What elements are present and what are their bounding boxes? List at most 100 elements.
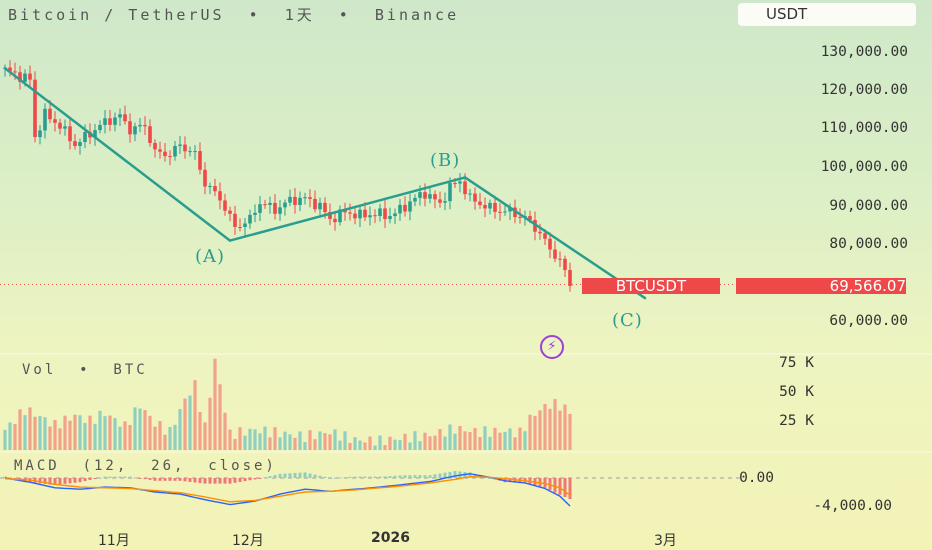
volume-bar [413, 431, 417, 450]
volume-bar [358, 440, 362, 450]
macd-histogram-bar [153, 478, 157, 481]
wave-segment [3, 67, 232, 242]
volume-bar [508, 428, 512, 450]
y-tick-label: 60,000.00 [829, 313, 908, 329]
macd-histogram-bar [98, 477, 102, 479]
candle-body [183, 144, 187, 152]
macd-histogram-bar [298, 472, 302, 478]
volume-bar [133, 407, 137, 450]
candle-body [468, 193, 472, 195]
macd-histogram-bar [93, 478, 97, 479]
candle-body [558, 258, 562, 260]
volume-bar [168, 427, 172, 450]
candle-body [193, 151, 197, 153]
candle-body [563, 258, 567, 271]
macd-histogram-bar [163, 478, 167, 481]
candle-body [428, 194, 432, 199]
candle-body [413, 197, 417, 202]
volume-bar [468, 431, 472, 450]
volume-bar [93, 423, 97, 450]
volume-bar [333, 429, 337, 450]
volume-bar [383, 445, 387, 450]
macd-histogram-bar [128, 476, 132, 478]
macd-histogram-bar [448, 471, 452, 478]
candle-body [38, 130, 42, 138]
candle-body [483, 205, 487, 209]
y-tick-label: 100,000.00 [820, 159, 908, 175]
candle-body [33, 79, 37, 138]
volume-bar [518, 427, 522, 450]
volume-bar [298, 431, 302, 450]
volume-bar [338, 440, 342, 450]
candle-body [278, 207, 282, 214]
macd-histogram-bar [318, 475, 322, 478]
candle-body [348, 212, 352, 214]
volume-bar [438, 429, 442, 450]
candle-body [408, 201, 412, 212]
volume-bar [553, 399, 557, 450]
candle-body [243, 223, 247, 228]
volume-bar [503, 431, 507, 450]
candle-body [168, 156, 172, 158]
candle-body [313, 198, 317, 210]
volume-bar [408, 442, 412, 450]
volume-bar [473, 427, 477, 450]
macd-histogram-bar [218, 478, 222, 484]
candle-body [368, 215, 372, 218]
price-candles [3, 60, 572, 292]
volume-bar [453, 433, 457, 450]
lightning-icon[interactable]: ⚡ [540, 335, 564, 359]
volume-bar [283, 431, 287, 450]
candle-body [373, 215, 377, 217]
candle-body [103, 118, 107, 125]
x-tick-label: 12月 [232, 533, 264, 549]
volume-pane-label: Vol • BTC [22, 362, 148, 378]
macd-histogram-bar [83, 478, 87, 482]
macd-histogram-bar [443, 472, 447, 478]
volume-bar [423, 432, 427, 450]
macd-histogram-bar [353, 476, 357, 478]
macd-histogram-bar [428, 475, 432, 478]
macd-histogram-bar [378, 476, 382, 478]
volume-bar [33, 416, 37, 450]
candle-body [538, 231, 542, 234]
macd-histogram-bar [433, 474, 437, 478]
wave-label-a: (A) [195, 246, 226, 267]
macd-histogram-bar [468, 472, 472, 478]
volume-bar [538, 410, 542, 450]
candle-body [223, 200, 227, 211]
x-tick-label: 11月 [98, 533, 130, 549]
macd-histogram-bar [393, 475, 397, 478]
candle-body [8, 67, 12, 72]
pane-separators [0, 353, 932, 453]
volume-bar [398, 440, 402, 450]
volume-bar [533, 415, 537, 450]
price-tag-symbol: BTCUSDT [582, 278, 720, 294]
macd-histogram-bar [403, 475, 407, 478]
candle-body [438, 199, 442, 203]
macd-histogram-bar [148, 478, 152, 480]
volume-bar [68, 420, 72, 450]
volume-bar [63, 415, 67, 450]
candle-body [378, 208, 382, 217]
candle-body [398, 204, 402, 214]
macd-histogram-bar [108, 476, 112, 478]
macd-histogram-bar [253, 478, 257, 480]
volume-bar [528, 414, 532, 450]
candle-body [283, 202, 287, 208]
candle-body [528, 216, 532, 220]
macd-histogram-bar [13, 478, 17, 479]
macd-histogram-bar [78, 478, 82, 483]
volume-bar [83, 422, 87, 450]
volume-bar [113, 418, 117, 450]
volume-bar [543, 403, 547, 450]
volume-bar [178, 409, 182, 450]
macd-histogram-bar [348, 476, 352, 478]
macd-histogram-bar [63, 478, 67, 484]
volume-bar [268, 437, 272, 450]
currency-selector-button[interactable]: USDT [738, 3, 916, 26]
candle-body [68, 126, 72, 142]
volume-bar [378, 435, 382, 450]
volume-bar [108, 415, 112, 450]
